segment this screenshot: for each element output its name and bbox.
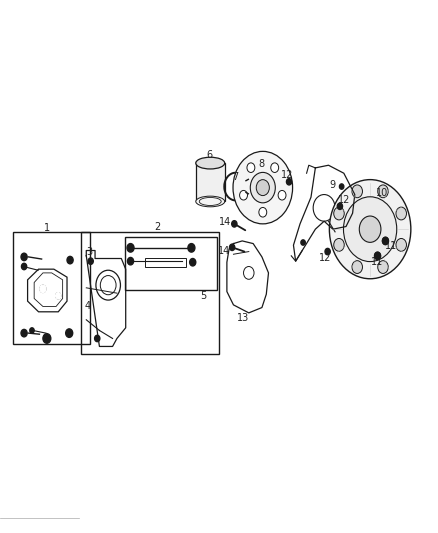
Circle shape [334, 238, 344, 251]
Circle shape [21, 263, 27, 270]
Circle shape [43, 334, 51, 343]
Bar [196, 163, 225, 201]
Circle shape [88, 258, 93, 264]
Circle shape [127, 257, 134, 265]
Text: 12: 12 [338, 195, 350, 205]
Text: 6: 6 [206, 150, 212, 159]
Text: 13: 13 [237, 313, 249, 323]
Text: 7: 7 [233, 172, 239, 182]
Text: 3: 3 [87, 247, 93, 256]
Circle shape [256, 180, 269, 196]
Circle shape [67, 256, 73, 264]
Text: 10: 10 [376, 188, 389, 198]
Circle shape [278, 190, 286, 200]
Circle shape [396, 207, 406, 220]
Circle shape [188, 244, 195, 252]
Circle shape [378, 261, 388, 273]
Circle shape [230, 244, 235, 251]
Circle shape [247, 163, 255, 173]
Circle shape [271, 163, 279, 173]
Circle shape [232, 221, 237, 227]
Text: 4: 4 [85, 302, 91, 311]
Circle shape [30, 328, 34, 333]
Circle shape [378, 185, 388, 198]
Circle shape [313, 195, 335, 221]
Circle shape [240, 190, 247, 200]
Text: 8: 8 [259, 159, 265, 169]
Bar [145, 258, 186, 266]
Circle shape [190, 259, 196, 266]
Text: 1: 1 [44, 223, 50, 232]
Circle shape [66, 329, 73, 337]
Bar [13, 232, 90, 344]
Circle shape [95, 335, 100, 342]
Text: 12: 12 [319, 253, 331, 263]
Circle shape [337, 203, 343, 209]
Circle shape [56, 293, 61, 299]
Circle shape [259, 207, 267, 217]
Text: 14: 14 [218, 246, 230, 255]
Circle shape [396, 238, 406, 251]
Circle shape [374, 252, 381, 260]
Text: 5: 5 [201, 291, 207, 301]
Circle shape [339, 184, 344, 189]
Circle shape [382, 237, 389, 245]
Circle shape [127, 244, 134, 252]
Ellipse shape [196, 157, 225, 169]
Text: 11: 11 [371, 257, 383, 267]
Circle shape [21, 329, 27, 337]
Circle shape [286, 179, 292, 185]
Circle shape [301, 240, 305, 245]
Circle shape [244, 266, 254, 279]
Ellipse shape [196, 196, 225, 207]
Circle shape [329, 180, 411, 279]
Circle shape [352, 185, 363, 198]
Circle shape [21, 253, 27, 261]
Circle shape [359, 216, 381, 243]
Circle shape [250, 172, 276, 203]
Circle shape [334, 207, 344, 220]
Text: 9: 9 [329, 180, 335, 190]
Circle shape [352, 261, 363, 273]
Bar [81, 232, 219, 354]
Circle shape [233, 151, 293, 224]
Text: 14: 14 [219, 217, 231, 227]
Circle shape [325, 248, 330, 255]
Text: 11: 11 [385, 241, 397, 251]
Bar [125, 237, 217, 290]
Text: 2: 2 [155, 222, 161, 231]
Circle shape [343, 197, 397, 262]
Circle shape [40, 285, 46, 293]
Text: 12: 12 [281, 170, 293, 180]
